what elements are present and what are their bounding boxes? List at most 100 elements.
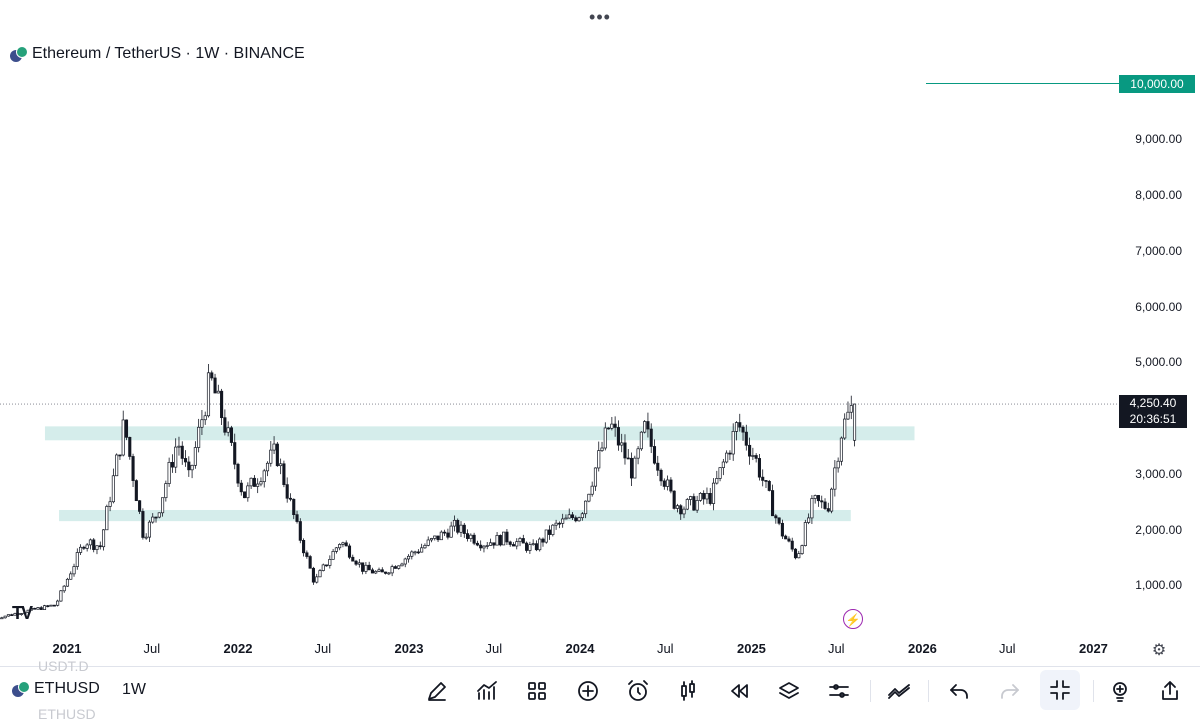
- candle-body: [433, 535, 437, 539]
- candle-body: [85, 544, 89, 549]
- candle-body: [98, 545, 102, 548]
- candle-body: [128, 436, 132, 457]
- object-tree-button[interactable]: [775, 677, 803, 705]
- ghost-symbol-bottom: ETHUSD: [38, 706, 96, 722]
- ideas-button[interactable]: [1106, 677, 1134, 705]
- candle-body: [485, 545, 489, 547]
- candle-body: [459, 524, 463, 533]
- time-axis-label: 2026: [907, 641, 937, 656]
- candle-body: [508, 541, 512, 545]
- candle-body: [511, 544, 516, 547]
- candle-body: [39, 607, 43, 610]
- candle-body: [469, 534, 473, 539]
- candle-body: [370, 569, 375, 574]
- candle-body: [229, 427, 233, 443]
- candle-body: [400, 563, 404, 567]
- candle-body: [69, 573, 73, 580]
- candle-body: [639, 431, 643, 450]
- candle-body: [295, 514, 299, 522]
- share-button[interactable]: [1156, 677, 1184, 705]
- chart-type-button[interactable]: [674, 677, 702, 705]
- settings-button[interactable]: [825, 677, 853, 705]
- candle-body: [777, 517, 781, 524]
- candle-body: [151, 516, 155, 523]
- candle-body: [252, 477, 256, 487]
- candle-body: [698, 492, 702, 501]
- flash-icon[interactable]: ⚡: [843, 609, 863, 629]
- candle-body: [138, 500, 142, 512]
- chart-legend: Ethereum / TetherUS · 1W · BINANCE: [10, 44, 305, 64]
- candle-body: [784, 535, 788, 540]
- candle-body: [649, 428, 653, 447]
- candle-body: [167, 461, 171, 484]
- candle-body: [518, 538, 522, 543]
- candle-body: [574, 517, 578, 522]
- candle-body: [744, 431, 748, 446]
- time-axis-label: 2023: [394, 641, 424, 656]
- symbol-label: ETHUSD: [34, 680, 100, 697]
- alert-button[interactable]: [624, 677, 652, 705]
- candle-body: [161, 497, 165, 514]
- candle-body: [715, 478, 719, 484]
- candle-body: [416, 551, 420, 554]
- candle-body: [190, 464, 194, 471]
- replay-button[interactable]: [725, 677, 753, 705]
- price-axis-label: 3,000.00: [1135, 466, 1182, 481]
- ghost-symbol-top: USDT.D: [38, 658, 89, 674]
- fullscreen-exit-button[interactable]: [1040, 670, 1080, 710]
- candle-body: [23, 612, 27, 614]
- chart-title[interactable]: Ethereum / TetherUS · 1W · BINANCE: [32, 45, 305, 62]
- price-chart[interactable]: [0, 0, 1200, 665]
- layout-button[interactable]: [523, 677, 551, 705]
- eth-coin-icon: [12, 681, 30, 697]
- candle-body: [689, 496, 693, 500]
- candle-body: [741, 426, 745, 433]
- candle-body: [95, 545, 99, 550]
- candle-body: [669, 479, 673, 492]
- symbol-selector[interactable]: ETHUSD: [12, 680, 100, 698]
- candle-body: [830, 488, 834, 512]
- undo-button[interactable]: [945, 677, 973, 705]
- candle-body: [452, 519, 456, 527]
- more-options-icon[interactable]: •••: [589, 7, 611, 27]
- candle-body: [462, 524, 466, 534]
- candle-body: [134, 480, 138, 502]
- candle-body: [488, 542, 493, 546]
- candle-body: [810, 498, 814, 519]
- candle-body: [131, 456, 135, 481]
- candle-body: [636, 448, 640, 459]
- candle-body: [233, 442, 237, 465]
- gear-icon[interactable]: ⚙: [1151, 642, 1167, 659]
- indicators-button[interactable]: [473, 677, 501, 705]
- toolbar-separator: [870, 680, 871, 702]
- candle-body: [426, 539, 430, 546]
- candle-body: [590, 485, 594, 495]
- candle-body: [259, 481, 263, 485]
- candle-body: [246, 485, 250, 499]
- candle-body: [600, 447, 604, 451]
- candle-body: [328, 559, 332, 566]
- redo-button[interactable]: [996, 677, 1024, 705]
- interval-selector[interactable]: 1W: [122, 681, 146, 698]
- candle-body: [387, 572, 391, 575]
- drawing-tools-button[interactable]: [423, 677, 451, 705]
- candle-body: [331, 551, 335, 560]
- candle-body: [423, 544, 427, 549]
- undo-icon: [950, 684, 968, 699]
- candle-body: [187, 461, 191, 471]
- candle-body: [347, 545, 352, 558]
- add-button[interactable]: [574, 677, 602, 705]
- candle-body: [374, 571, 378, 574]
- candle-body: [528, 544, 532, 551]
- candle-body: [157, 512, 161, 518]
- candle-body: [42, 605, 47, 610]
- candle-body: [164, 483, 168, 499]
- candle-body: [62, 585, 66, 592]
- time-axis-label: 2027: [1078, 641, 1108, 656]
- candle-body: [262, 470, 266, 483]
- toolbar-separator: [928, 680, 929, 702]
- candle-body: [482, 545, 486, 549]
- candle-body: [59, 590, 63, 602]
- compare-button[interactable]: [885, 677, 913, 705]
- candle-body: [357, 562, 361, 565]
